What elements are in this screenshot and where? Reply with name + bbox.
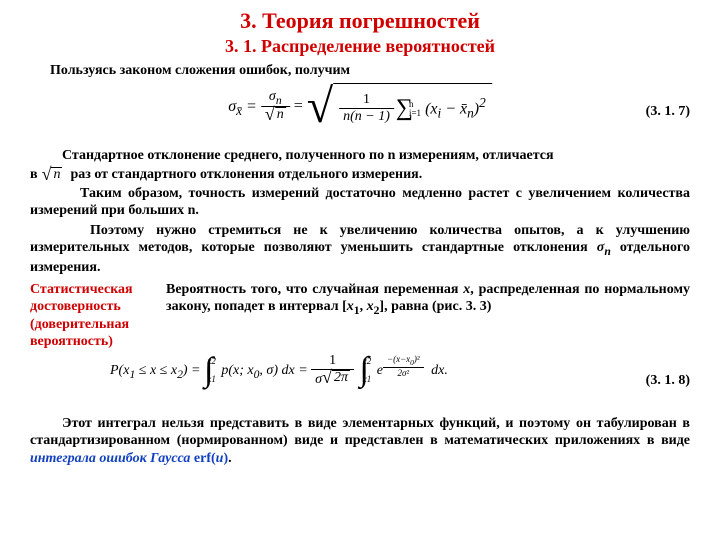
title-chapter: 3. Теория погрешностей: [30, 8, 690, 34]
leftcol-l4: вероятность): [30, 333, 160, 351]
para-1a: Стандартное отклонение среднего, получен…: [30, 147, 690, 165]
equation-3-1-7: σx̄ = σn √n = √ 1 n(n − 1) ∑ni=1 (xi − x…: [30, 83, 690, 141]
eq-root: √ 1 n(n − 1) ∑ni=1 (xi − x̄n)2: [307, 83, 492, 131]
right-column: Вероятность того, что случайная переменн…: [166, 281, 690, 321]
left-column: Статистическая достоверность (доверитель…: [30, 281, 166, 351]
equation-3-1-8: P(x1 ≤ x ≤ x2) = ∫x2x1 p(x; x0, σ) dx = …: [30, 353, 690, 409]
document-page: 3. Теория погрешностей 3. 1. Распределен…: [0, 0, 720, 479]
sqrt-n: √n: [42, 167, 63, 182]
final-erf: erf(u): [190, 451, 228, 466]
title-section: 3. 1. Распределение вероятностей: [30, 36, 690, 57]
equation-number-318: (3. 1. 8): [646, 373, 690, 389]
leftcol-l3: (доверительная: [30, 316, 160, 334]
eq2-lhs: P(x1 ≤ x ≤ x2) =: [110, 363, 204, 378]
para-2: Таким образом, точность измерений достат…: [30, 185, 690, 220]
para-3: Поэтому нужно стремиться не к увеличению…: [30, 222, 690, 277]
leftcol-l1: Статистическая: [30, 281, 160, 299]
inline-before: в: [30, 167, 38, 183]
para-1b: раз от стандартного отклонения отдельног…: [70, 167, 690, 183]
eq-term: (xi − x̄n)2: [425, 95, 486, 122]
eq-lhs: σx̄ =: [228, 98, 261, 115]
equation-body-2: P(x1 ≤ x ≤ x2) = ∫x2x1 p(x; x0, σ) dx = …: [110, 353, 448, 388]
leftcol-l2: достоверность: [30, 298, 160, 316]
inline-sqrt-row: в √n раз от стандартного отклонения отде…: [30, 167, 690, 183]
columns-block: Статистическая достоверность (доверитель…: [30, 281, 690, 351]
eq-root-den: n(n − 1): [339, 108, 394, 125]
eq-root-num: 1: [339, 92, 394, 108]
lead-text: Пользуясь законом сложения ошибок, получ…: [50, 63, 690, 79]
eq-frac1: σn √n: [261, 89, 290, 126]
equation-number-317: (3. 1. 7): [646, 104, 690, 120]
right-para: Вероятность того, что случайная переменн…: [166, 281, 690, 319]
equation-body: σx̄ = σn √n = √ 1 n(n − 1) ∑ni=1 (xi − x…: [228, 83, 492, 131]
eq-equals: =: [294, 98, 307, 115]
final-link: интеграла ошибок Гаусса: [30, 451, 190, 466]
final-para: Этот интеграл нельзя представить в виде …: [30, 415, 690, 468]
